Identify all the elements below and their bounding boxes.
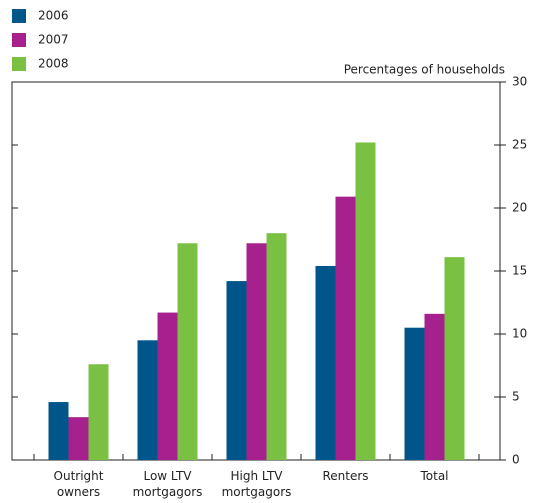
bar <box>355 142 376 461</box>
x-tick-label: Outright owners <box>54 469 104 499</box>
x-tick-label-line: Total <box>419 469 448 483</box>
legend-label: 2006 <box>38 9 69 23</box>
bar <box>335 196 356 460</box>
bar <box>157 312 178 460</box>
bar <box>137 340 158 460</box>
x-tick-label-line: High LTV <box>231 469 284 483</box>
x-tick-label-line: owners <box>57 485 100 499</box>
x-tick-label-line: Renters <box>322 469 368 483</box>
x-tick-label: Low LTV mortgagors <box>133 469 203 499</box>
legend-label: 2007 <box>38 33 69 47</box>
y-tick-label: 15 <box>512 264 527 278</box>
bar <box>177 243 198 460</box>
x-tick-label: Renters <box>322 469 368 483</box>
bar <box>444 257 465 460</box>
x-tick-label: High LTV mortgagors <box>222 469 292 499</box>
bar <box>88 364 109 460</box>
x-tick-label-line: mortgagors <box>222 485 292 499</box>
y-tick-label: 30 <box>512 75 527 89</box>
bar <box>226 281 247 460</box>
bar <box>266 233 287 460</box>
legend-swatch <box>12 33 26 47</box>
x-tick-label: Total <box>419 469 448 483</box>
y-tick-label: 0 <box>512 453 520 467</box>
y-axis-label: Percentages of households <box>344 63 505 77</box>
bar <box>315 265 336 460</box>
y-tick-label: 5 <box>512 390 520 404</box>
x-tick-label-line: mortgagors <box>133 485 203 499</box>
bar <box>48 402 69 460</box>
bar <box>404 327 425 460</box>
bar <box>68 417 89 460</box>
y-tick-label: 10 <box>512 327 527 341</box>
x-tick-label-line: Outright <box>54 469 104 483</box>
legend-label: 2008 <box>38 57 69 71</box>
legend-swatch <box>12 9 26 23</box>
legend-swatch <box>12 57 26 71</box>
bar <box>246 243 267 460</box>
x-tick-label-line: Low LTV <box>143 469 192 483</box>
y-tick-label: 20 <box>512 201 527 215</box>
y-tick-label: 25 <box>512 138 527 152</box>
bar <box>424 313 445 460</box>
